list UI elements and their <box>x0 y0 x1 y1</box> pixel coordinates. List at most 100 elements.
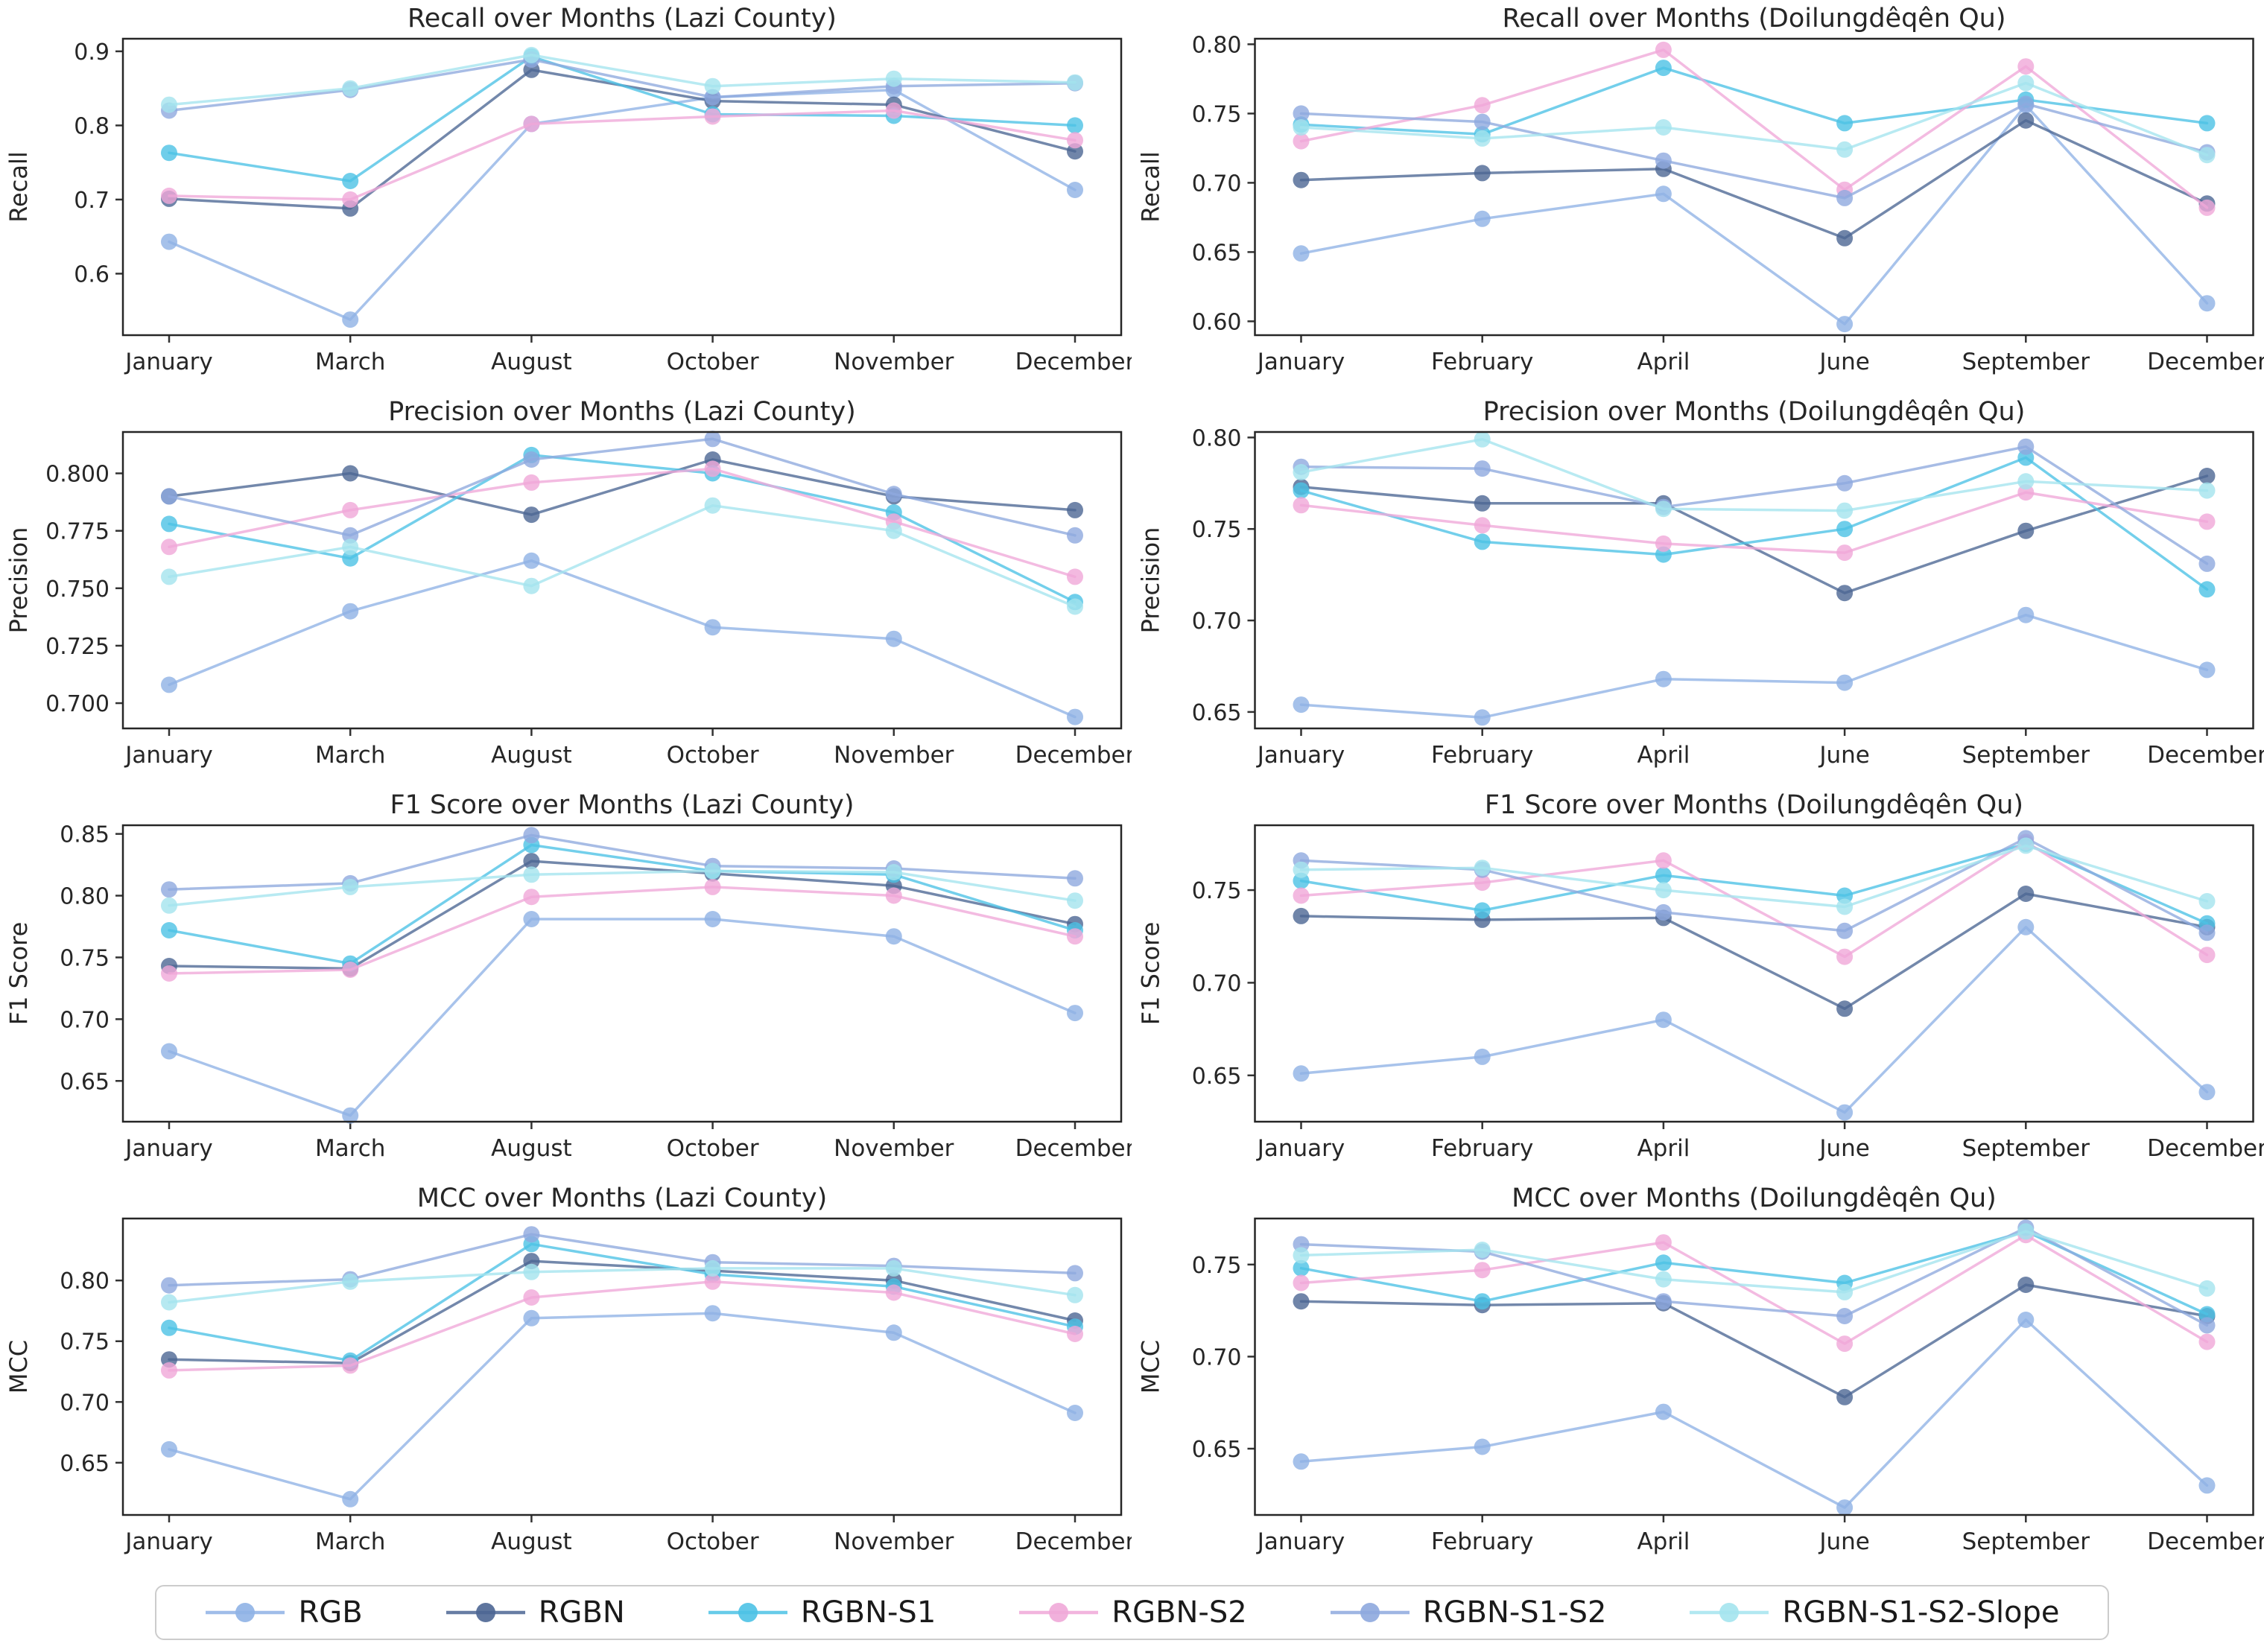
data-point-RGBN-S1-S2 <box>2017 438 2035 455</box>
data-point-RGBN-S1-S2 <box>2017 95 2035 112</box>
plot-border <box>121 431 1123 730</box>
y-tick-label: 0.75 <box>1192 101 1242 127</box>
y-axis-label: MCC <box>1137 1340 1165 1394</box>
series-line-RGBN <box>1299 118 2209 240</box>
data-point-RGBN <box>1293 907 1310 924</box>
data-point-RGBN <box>1474 165 1491 182</box>
series-line-RGBN-S1 <box>168 454 1076 604</box>
data-point-RGBN-S1 <box>161 1319 177 1336</box>
series-line-RGB <box>1299 1318 2209 1509</box>
y-tick-label: 0.9 <box>74 39 110 66</box>
legend-line-marker-icon <box>1019 1603 1099 1622</box>
data-point-RGBN <box>1293 1293 1310 1310</box>
series-line-RGBN <box>168 458 1076 516</box>
data-point-RGBN-S2 <box>1655 535 1672 552</box>
y-tick-label: 0.7 <box>74 188 110 214</box>
x-tick-label: August <box>491 349 572 375</box>
y-tick-label: 0.70 <box>1192 171 1242 197</box>
y-axis-label: MCC <box>4 1340 33 1394</box>
data-point-RGBN-S1-S2-Slope <box>704 862 721 880</box>
x-tick-label: June <box>1818 1135 1870 1162</box>
data-point-RGBN-S1 <box>1293 1259 1310 1277</box>
y-tick-label: 0.8 <box>74 113 110 139</box>
x-tick-label: January <box>1256 1528 1345 1555</box>
x-tick-label: January <box>124 349 213 375</box>
x-tick-label: January <box>124 1135 213 1162</box>
data-point-RGBN-S1 <box>2198 115 2216 132</box>
chart-f1-score-lazi-county: F1 Score over Months (Lazi County) F1 Sco… <box>4 790 1132 1162</box>
data-point-RGBN-S2 <box>1293 1274 1310 1292</box>
x-tick-label: February <box>1431 1135 1533 1162</box>
x-tick-label: September <box>1962 742 2090 769</box>
data-point-RGBN-S1-S2-Slope <box>523 46 540 63</box>
series-line-RGBN-S2 <box>1299 491 2209 554</box>
data-point-RGBN-S1-S2-Slope <box>1836 1283 1854 1300</box>
data-point-RGBN-S1-S2-Slope <box>161 897 177 914</box>
series-line-RGBN <box>1299 1283 2209 1399</box>
chart-title: Recall over Months (Lazi County) <box>408 4 837 34</box>
data-point-RGBN-S2 <box>1067 928 1083 945</box>
data-point-RGBN-S2 <box>704 1273 721 1290</box>
series-line-RGBN-S2 <box>168 1280 1076 1372</box>
legend-entry: RGBN-S2 <box>1018 1595 1247 1630</box>
data-point-RGBN-S2 <box>885 887 902 904</box>
data-point-RGBN-S2 <box>704 460 721 477</box>
data-point-RGB <box>2198 661 2216 679</box>
data-point-RGBN <box>2198 468 2216 484</box>
x-tick-label: January <box>1256 1135 1345 1162</box>
data-point-RGBN-S2 <box>523 115 540 133</box>
series-line-RGBN-S1-S2-Slope <box>168 54 1076 107</box>
data-point-RGBN <box>1067 501 1083 518</box>
data-point-RGBN-S2 <box>1836 1335 1854 1353</box>
series-line-RGBN-S2 <box>168 109 1076 201</box>
data-point-RGBN-S2 <box>885 102 902 119</box>
data-point-RGB <box>1067 708 1083 725</box>
chart-recall-doilungdeqen-qu: Recall over Months (Doilungdêqên Qu) Reca… <box>1137 4 2264 375</box>
y-tick-label: 0.65 <box>60 1069 110 1095</box>
plot-border <box>1254 37 2254 337</box>
x-tick-label: September <box>1962 349 2090 375</box>
x-tick-label: October <box>667 349 759 375</box>
y-tick-label: 0.800 <box>45 462 110 488</box>
data-point-RGBN-S1-S2 <box>1836 189 1854 206</box>
series-line-RGB <box>1299 926 2209 1114</box>
series-line-RGBN <box>168 1259 1076 1365</box>
data-point-RGBN-S2 <box>2017 58 2035 75</box>
data-point-RGB <box>704 619 721 636</box>
y-tick-label: 0.65 <box>1192 1437 1242 1463</box>
x-tick-label: January <box>124 742 213 769</box>
data-point-RGB <box>1655 1403 1672 1420</box>
data-point-RGBN-S1-S2-Slope <box>2198 482 2216 499</box>
data-point-RGBN <box>1836 1000 1854 1017</box>
y-tick-label: 0.80 <box>1192 32 1242 58</box>
data-point-RGBN-S2 <box>1067 132 1083 149</box>
data-point-RGBN-S1 <box>1067 117 1083 134</box>
data-point-RGBN <box>2017 112 2035 129</box>
data-point-RGBN-S2 <box>2198 1333 2216 1350</box>
x-tick-label: April <box>1637 1528 1690 1555</box>
data-point-RGB <box>342 1107 359 1124</box>
y-tick-label: 0.6 <box>74 261 110 287</box>
x-tick-label: August <box>491 1528 572 1555</box>
data-point-RGBN-S1-S2-Slope <box>1836 898 1854 915</box>
x-tick-label: March <box>315 1528 386 1555</box>
legend-entry: RGBN-S1-S2-Slope <box>1688 1595 2060 1630</box>
data-point-RGBN-S1-S2-Slope <box>161 1294 177 1311</box>
data-point-RGBN-S1-S2-Slope <box>2017 1223 2035 1240</box>
y-tick-label: 0.775 <box>45 519 110 545</box>
data-point-RGB <box>1474 210 1491 227</box>
data-point-RGBN-S2 <box>1474 1262 1491 1279</box>
x-tick-label: April <box>1637 1135 1690 1162</box>
y-tick-label: 0.750 <box>45 576 110 603</box>
data-point-RGB <box>1067 1005 1083 1022</box>
data-point-RGB <box>2017 606 2035 623</box>
data-point-RGBN <box>342 465 359 482</box>
series-line-RGBN-S1-S2 <box>1299 1226 2209 1327</box>
data-point-RGBN-S1-S2 <box>1474 460 1491 477</box>
data-point-RGB <box>1293 696 1310 714</box>
data-point-RGB <box>1836 674 1854 691</box>
series-line-RGBN-S1-S2-Slope <box>1299 81 2209 156</box>
data-point-RGBN-S1 <box>161 922 177 938</box>
data-point-RGBN-S1-S2 <box>161 1277 177 1294</box>
data-point-RGBN-S1-S2-Slope <box>885 70 902 87</box>
